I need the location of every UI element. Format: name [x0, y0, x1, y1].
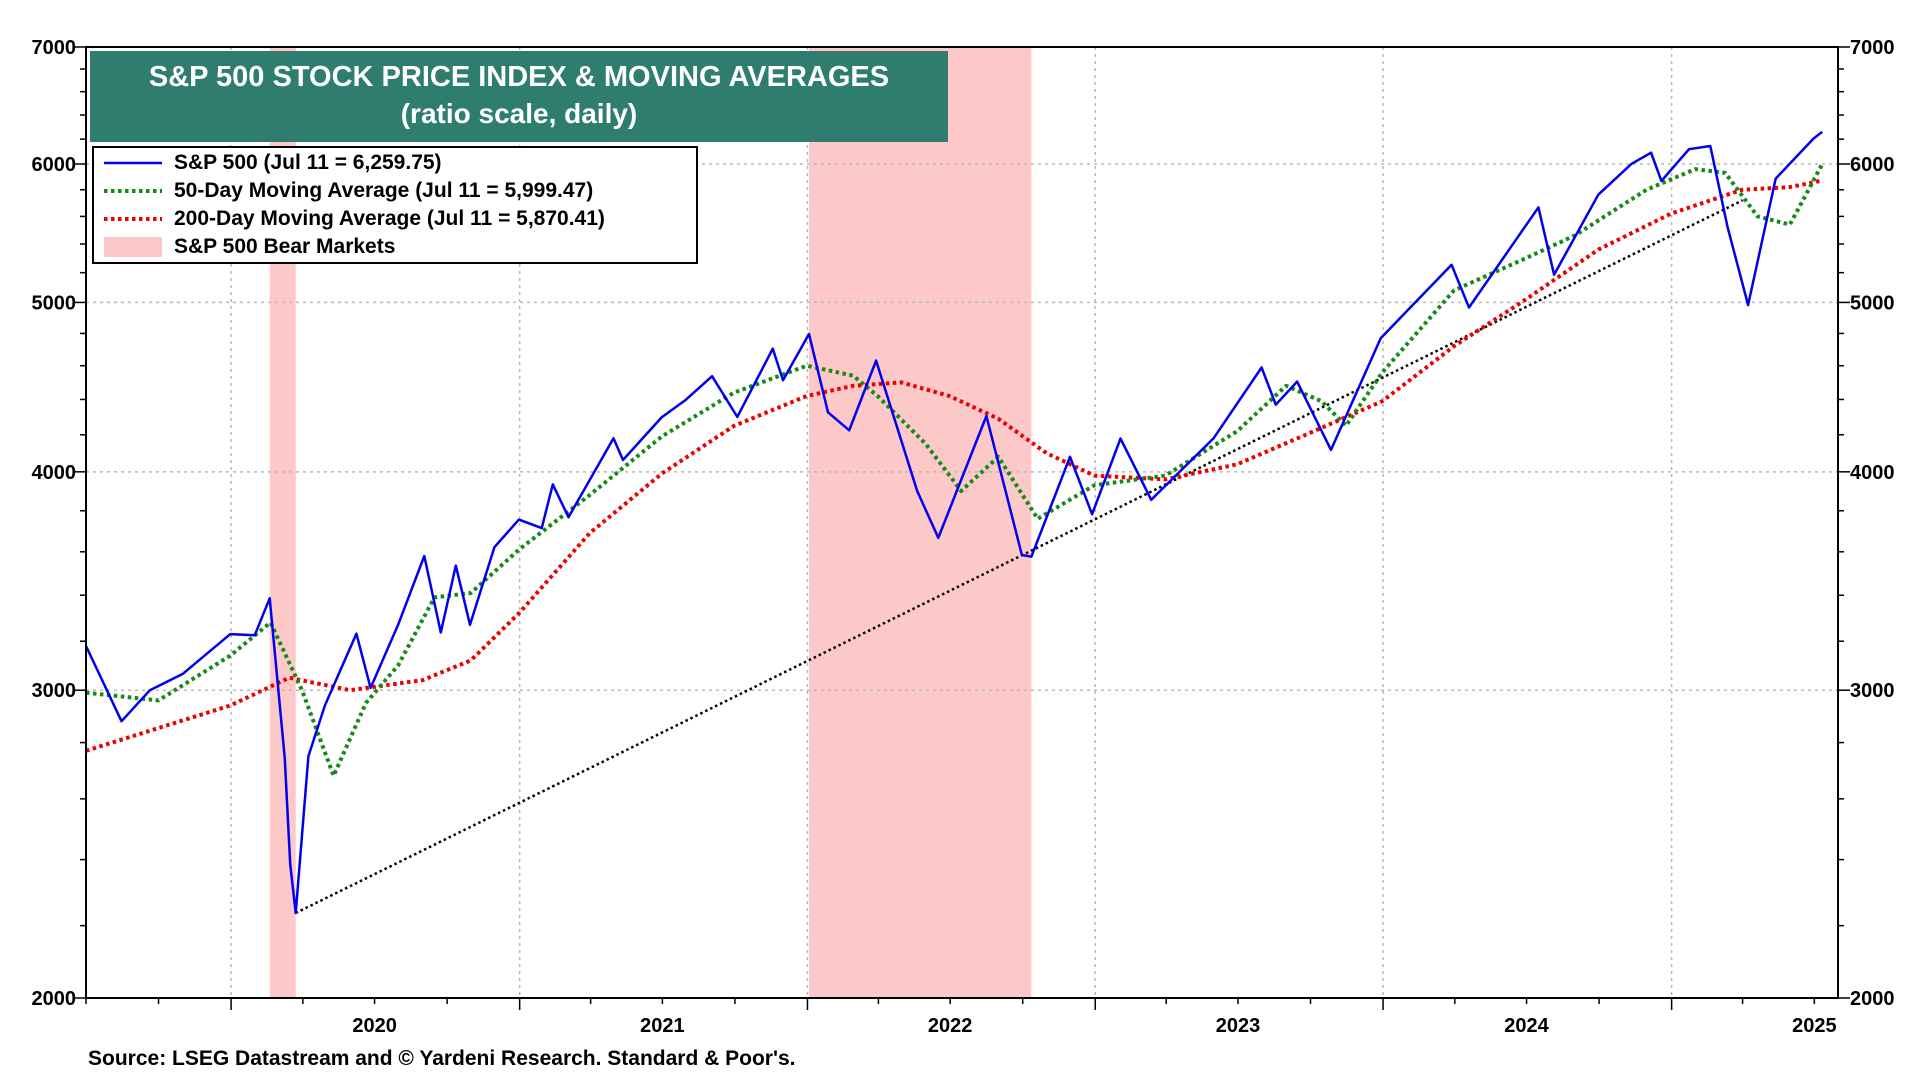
legend-label-200day: 200-Day Moving Average (Jul 11 = 5,870.4…	[174, 207, 605, 230]
series-sp500	[84, 130, 1823, 915]
title-box: S&P 500 STOCK PRICE INDEX & MOVING AVERA…	[90, 51, 948, 142]
y-tick-label-left-4000: 4000	[32, 462, 77, 484]
x-tick-label-2023: 2023	[1216, 1015, 1261, 1037]
legend-swatch-200day	[104, 217, 162, 221]
x-tick-label-2020: 2020	[352, 1015, 397, 1037]
y-tick-label-left-6000: 6000	[32, 154, 77, 176]
legend-label-bear-markets: S&P 500 Bear Markets	[174, 235, 396, 258]
legend-swatch-bear-markets	[104, 237, 162, 257]
legend-label-50day: 50-Day Moving Average (Jul 11 = 5,999.47…	[174, 179, 594, 202]
legend-swatch-50day	[104, 189, 162, 193]
bear-market-band-2	[809, 47, 1032, 998]
source-note: Source: LSEG Datastream and © Yardeni Re…	[88, 1047, 796, 1070]
legend-item-200day: 200-Day Moving Average (Jul 11 = 5,870.4…	[102, 206, 605, 232]
legend-item-bear-markets: S&P 500 Bear Markets	[102, 234, 395, 260]
x-tick-label-2022: 2022	[928, 1015, 973, 1037]
chart-title: S&P 500 STOCK PRICE INDEX & MOVING AVERA…	[148, 61, 890, 93]
legend-label-sp500: S&P 500 (Jul 11 = 6,259.75)	[174, 151, 442, 174]
series-trend-line	[295, 199, 1744, 915]
x-tick-label-2025: 2025	[1792, 1015, 1837, 1037]
y-tick-label-left-3000: 3000	[32, 680, 77, 702]
chart-subtitle: (ratio scale, daily)	[400, 98, 638, 129]
y-tick-label-right-2000: 2000	[1850, 988, 1895, 1010]
legend-swatch-sp500	[104, 161, 162, 165]
legend: S&P 500 (Jul 11 = 6,259.75) 50-Day Movin…	[92, 146, 698, 264]
y-tick-label-right-6000: 6000	[1850, 154, 1895, 176]
y-tick-label-left-5000: 5000	[32, 292, 77, 314]
y-tick-label-left-2000: 2000	[32, 988, 77, 1010]
y-tick-label-right-5000: 5000	[1850, 292, 1895, 314]
y-tick-label-right-4000: 4000	[1850, 462, 1895, 484]
legend-item-50day: 50-Day Moving Average (Jul 11 = 5,999.47…	[102, 178, 593, 204]
x-tick-label-2021: 2021	[640, 1015, 685, 1037]
plot-frame	[85, 46, 1839, 999]
series-200day-ma	[85, 178, 1823, 753]
y-tick-label-right-7000: 7000	[1850, 37, 1895, 59]
y-tick-label-right-3000: 3000	[1850, 680, 1895, 702]
x-tick-label-2024: 2024	[1504, 1015, 1549, 1037]
legend-item-sp500: S&P 500 (Jul 11 = 6,259.75)	[102, 150, 442, 176]
y-tick-label-left-7000: 7000	[32, 37, 77, 59]
